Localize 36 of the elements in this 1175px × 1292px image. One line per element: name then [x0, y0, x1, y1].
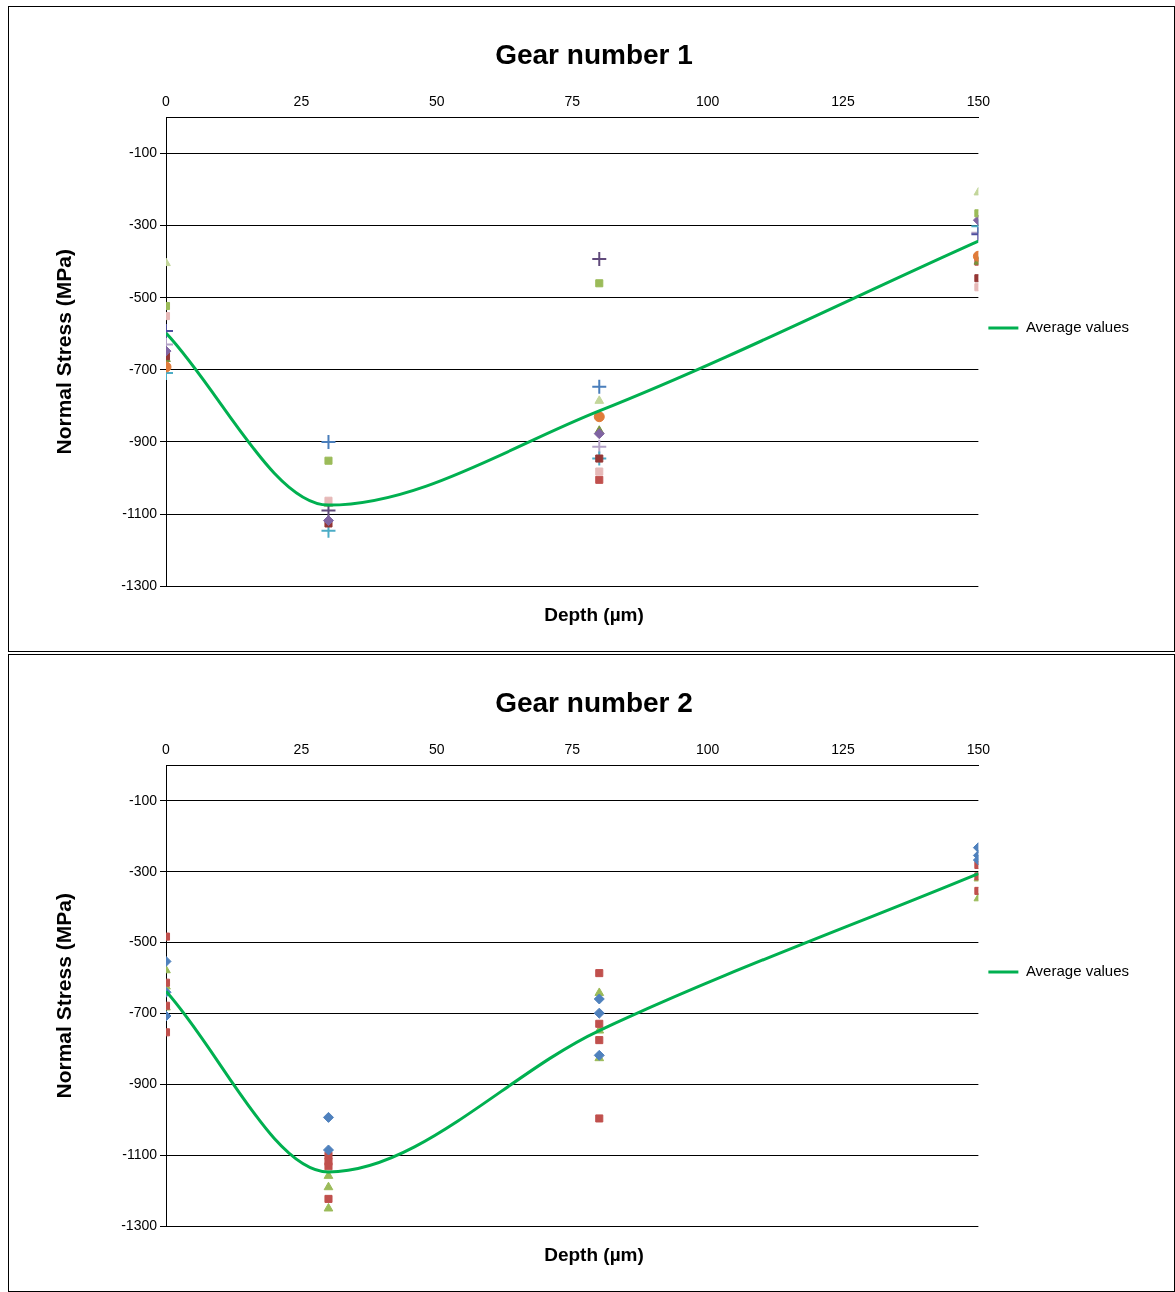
y-axis-title: Normal Stress (MPa) — [52, 893, 76, 1099]
y-tick-label: -1300 — [121, 1217, 158, 1234]
x-tick-label: 125 — [831, 740, 855, 757]
legend-label: Average values — [1025, 962, 1129, 980]
x-tick-label: 0 — [162, 740, 171, 757]
y-tick-label: -700 — [128, 360, 158, 377]
y-tick-label: -1100 — [122, 504, 158, 521]
x-tick-label: 25 — [293, 740, 310, 757]
y-tick-label: -500 — [128, 933, 158, 950]
x-tick-label: 150 — [966, 92, 991, 109]
y-tick-label: -900 — [128, 1075, 158, 1092]
x-tick-label: 75 — [564, 92, 581, 109]
x-tick-label: 50 — [429, 740, 445, 757]
x-tick-label: 150 — [966, 740, 991, 757]
y-axis-title: Normal Stress (MPa) — [52, 249, 76, 455]
y-tick-label: -300 — [128, 216, 158, 233]
y-tick-label: -700 — [128, 1004, 158, 1021]
y-tick-label: -100 — [128, 791, 158, 808]
legend-label: Average values — [1025, 318, 1129, 336]
chart-title: Gear number 1 — [495, 38, 693, 70]
x-tick-label: 50 — [429, 92, 445, 109]
x-tick-label: 0 — [162, 92, 171, 109]
x-tick-label: 100 — [695, 92, 720, 109]
y-tick-label: -500 — [128, 288, 158, 305]
x-tick-label: 100 — [695, 740, 720, 757]
y-tick-label: -1100 — [122, 1146, 158, 1163]
x-tick-label: 125 — [831, 92, 855, 109]
x-tick-label: 25 — [293, 92, 310, 109]
y-tick-label: -100 — [128, 144, 158, 161]
x-axis-title: Depth (µm) — [544, 1243, 644, 1265]
y-tick-label: -900 — [128, 432, 158, 449]
chart-title: Gear number 2 — [495, 686, 693, 718]
x-axis-title: Depth (µm) — [544, 603, 644, 625]
y-tick-label: -300 — [128, 862, 158, 879]
y-tick-label: -1300 — [121, 577, 158, 594]
x-tick-label: 75 — [564, 740, 581, 757]
